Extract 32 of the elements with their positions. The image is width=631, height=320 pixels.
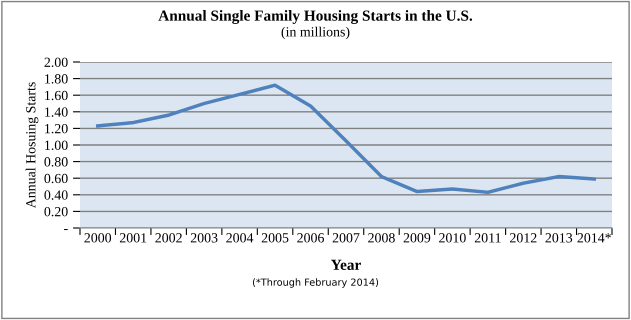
text: (*Through February 2014) bbox=[252, 278, 378, 288]
y-tick-label: 1.40 bbox=[45, 107, 68, 117]
x-tick-label: 2006 bbox=[297, 233, 324, 242]
x-tick-label: 2013 bbox=[546, 233, 572, 242]
x-tick-label: 2003 bbox=[190, 233, 218, 242]
chart-title: Annual Single Family Housing Starts in the U.S. bbox=[158, 10, 472, 24]
y-axis-title: Annual Hosuing Starts bbox=[26, 82, 38, 208]
chart-subtitle: (in millions) bbox=[282, 26, 350, 40]
y-tick-label: 2.00 bbox=[44, 58, 68, 68]
y-tick-label: 0.40 bbox=[44, 190, 68, 200]
x-tick-label: 2004 bbox=[226, 233, 254, 242]
line-series bbox=[96, 84, 596, 194]
x-tick-label: 2000 bbox=[84, 233, 112, 242]
x-tick-label: 2001 bbox=[120, 233, 146, 242]
x-tick-label: 2011 bbox=[474, 233, 501, 242]
x-tick-label: 2007 bbox=[332, 233, 360, 242]
y-tick-label: 0.20 bbox=[44, 206, 68, 216]
y-tick-label: 1.20 bbox=[45, 124, 68, 134]
y-tick-label: - bbox=[64, 229, 68, 230]
y-tick-label: 0.80 bbox=[44, 157, 68, 167]
x-tick-label: 2012 bbox=[510, 233, 536, 242]
y-tick-label: 1.00 bbox=[45, 140, 68, 150]
x-tick-label: 2005 bbox=[262, 233, 288, 242]
x-tick-label: 2010 bbox=[439, 233, 466, 242]
y-tick-label: 1.80 bbox=[45, 74, 68, 84]
x-axis-title: Year bbox=[331, 260, 361, 270]
x-tick-label: 2014* bbox=[578, 233, 611, 242]
x-tick-label: 2002 bbox=[155, 233, 182, 242]
y-tick-label: 1.60 bbox=[45, 90, 68, 100]
y-tick-label: 0.60 bbox=[44, 174, 68, 184]
x-tick-label: 2009 bbox=[404, 233, 430, 242]
x-tick-label: 2008 bbox=[368, 233, 395, 242]
